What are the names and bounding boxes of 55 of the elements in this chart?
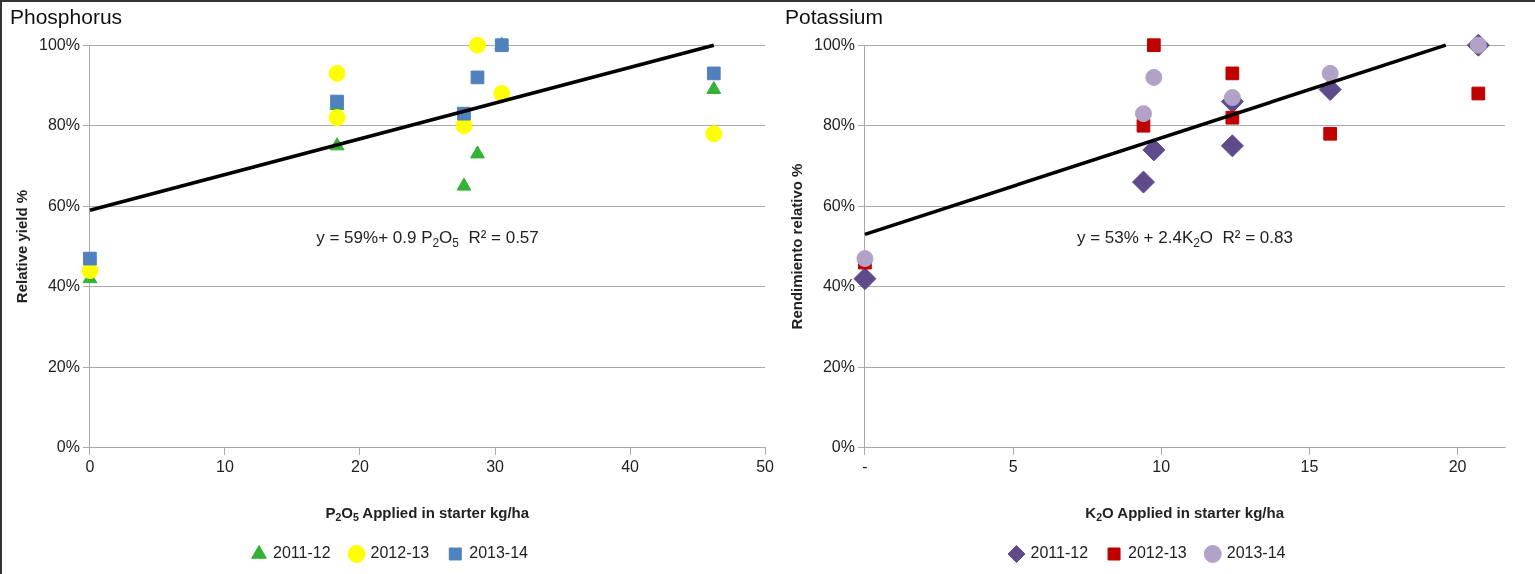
y-tick-label: 0% [831, 438, 855, 456]
point [470, 145, 485, 159]
point [328, 64, 346, 82]
x-tick-label: 15 [1300, 457, 1319, 475]
x-tick-label: 0 [85, 457, 95, 475]
point [456, 177, 472, 191]
y-tick-label: 80% [47, 116, 80, 134]
point [856, 250, 874, 268]
y-tick-label: 20% [47, 357, 80, 375]
point [83, 251, 97, 266]
y-tick-label: 20% [822, 357, 855, 375]
point [1321, 64, 1339, 82]
x-tick-label: - [862, 457, 868, 475]
y-tick-label: 100% [814, 35, 855, 53]
x-tick-label: 20 [351, 457, 369, 475]
legend-label: 2012-13 [1128, 544, 1187, 562]
y-tick-label: 100% [39, 35, 80, 53]
point [1131, 170, 1155, 194]
point [468, 36, 486, 54]
x-tick-label: 40 [621, 457, 640, 475]
legend-label: 2013-14 [1226, 544, 1286, 562]
point [1146, 38, 1161, 53]
legend-label: 2013-14 [469, 544, 529, 562]
y-tick-label: 0% [56, 438, 80, 456]
chart-title: Phosphorus [10, 5, 123, 29]
y-tick-label: 80% [822, 116, 855, 134]
point [1134, 105, 1152, 123]
point [470, 70, 485, 85]
y-axis-title: Relative yield % [13, 189, 31, 304]
point [1225, 66, 1240, 81]
x-tick-label: 50 [756, 457, 775, 475]
x-tick-label: 20 [1448, 457, 1467, 475]
point [1323, 126, 1338, 141]
legend-label: 2011-12 [1030, 544, 1089, 562]
chart-title: Potassium [785, 5, 884, 29]
point [1142, 138, 1166, 162]
point [1220, 134, 1244, 158]
x-tick-label: 30 [486, 457, 505, 475]
legend-label: 2011-12 [273, 544, 331, 562]
y-axis-title: Rendimiento relativo % [788, 163, 806, 330]
y-tick-label: 60% [822, 196, 855, 214]
y-tick-label: 60% [47, 196, 80, 214]
point [1223, 89, 1241, 107]
point [705, 125, 723, 143]
point [1471, 86, 1486, 101]
x-tick-label: 5 [1008, 457, 1018, 475]
legend-label: 2012-13 [370, 544, 430, 562]
point [853, 267, 877, 291]
point [1145, 68, 1163, 86]
point [328, 109, 346, 127]
x-tick-label: 10 [216, 457, 234, 475]
point [706, 66, 721, 81]
y-tick-label: 40% [822, 277, 855, 295]
y-tick-label: 40% [47, 277, 80, 295]
x-tick-label: 10 [1152, 457, 1171, 475]
